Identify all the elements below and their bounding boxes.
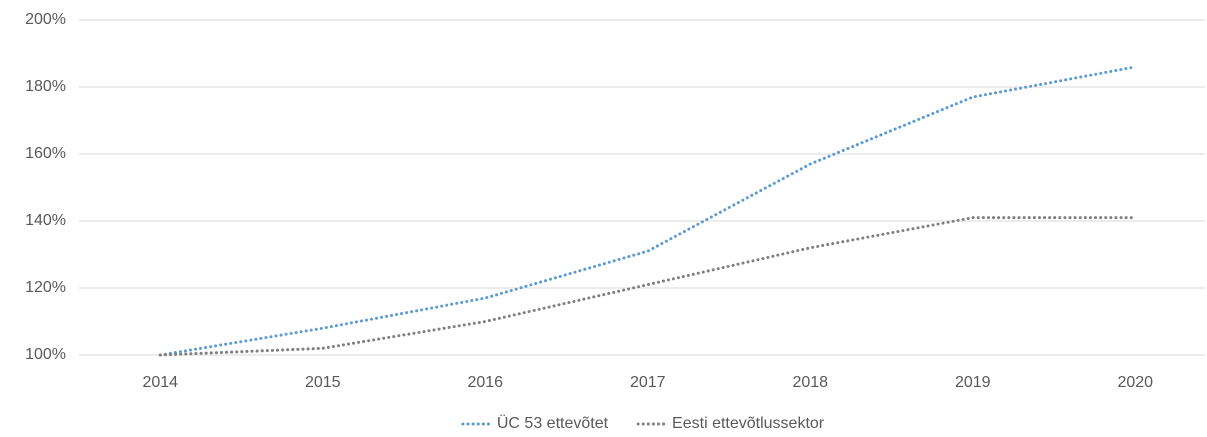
x-tick-label: 2019 (955, 374, 991, 391)
y-tick-label: 160% (25, 145, 66, 162)
y-tick-label: 200% (25, 11, 66, 28)
legend-label: Eesti ettevõtlussektor (672, 415, 825, 432)
y-tick-label: 120% (25, 279, 66, 296)
x-tick-label: 2017 (630, 374, 666, 391)
y-tick-label: 140% (25, 212, 66, 229)
x-tick-label: 2020 (1117, 374, 1153, 391)
x-tick-label: 2015 (305, 374, 341, 391)
line-series (158, 65, 1137, 357)
x-tick-label: 2014 (142, 374, 178, 391)
y-tick-label: 180% (25, 78, 66, 95)
x-tick-label: 2018 (792, 374, 828, 391)
legend-label: ÜC 53 ettevõtet (497, 414, 609, 432)
x-tick-label: 2016 (467, 374, 503, 391)
y-tick-label: 100% (25, 346, 66, 363)
line-series (158, 216, 1137, 357)
